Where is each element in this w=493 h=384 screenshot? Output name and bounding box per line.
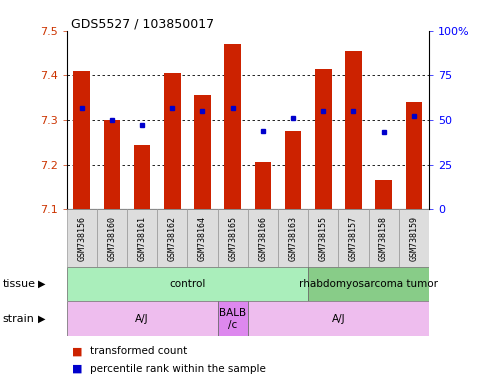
Bar bbox=[157, 209, 187, 267]
Text: GSM738164: GSM738164 bbox=[198, 215, 207, 261]
Text: rhabdomyosarcoma tumor: rhabdomyosarcoma tumor bbox=[299, 279, 438, 289]
Text: GSM738161: GSM738161 bbox=[138, 215, 146, 261]
Text: A/J: A/J bbox=[331, 314, 345, 324]
Bar bbox=[104, 120, 120, 209]
Text: GSM738160: GSM738160 bbox=[107, 215, 116, 261]
Text: GSM738163: GSM738163 bbox=[288, 215, 298, 261]
Bar bbox=[254, 162, 271, 209]
Text: ■: ■ bbox=[71, 364, 82, 374]
Text: GSM738165: GSM738165 bbox=[228, 215, 237, 261]
Bar bbox=[67, 209, 97, 267]
Bar bbox=[308, 209, 338, 267]
Bar bbox=[67, 267, 308, 301]
Text: GSM738162: GSM738162 bbox=[168, 215, 177, 261]
Text: tissue: tissue bbox=[2, 279, 35, 289]
Bar bbox=[187, 209, 217, 267]
Bar bbox=[345, 51, 362, 209]
Bar bbox=[164, 73, 180, 209]
Text: control: control bbox=[169, 279, 206, 289]
Text: ▶: ▶ bbox=[38, 279, 46, 289]
Text: GSM738158: GSM738158 bbox=[379, 215, 388, 261]
Text: strain: strain bbox=[2, 314, 35, 324]
Bar bbox=[248, 301, 429, 336]
Bar bbox=[134, 144, 150, 209]
Text: GSM738157: GSM738157 bbox=[349, 215, 358, 261]
Bar bbox=[368, 209, 399, 267]
Bar bbox=[97, 209, 127, 267]
Bar bbox=[248, 209, 278, 267]
Bar bbox=[194, 96, 211, 209]
Text: ▶: ▶ bbox=[38, 314, 46, 324]
Text: GSM738155: GSM738155 bbox=[318, 215, 328, 261]
Bar bbox=[308, 267, 429, 301]
Text: GDS5527 / 103850017: GDS5527 / 103850017 bbox=[71, 17, 214, 30]
Text: transformed count: transformed count bbox=[90, 346, 187, 356]
Bar bbox=[338, 209, 369, 267]
Text: BALB
/c: BALB /c bbox=[219, 308, 246, 329]
Bar bbox=[73, 71, 90, 209]
Bar bbox=[67, 301, 217, 336]
Bar bbox=[127, 209, 157, 267]
Bar bbox=[285, 131, 301, 209]
Text: GSM738159: GSM738159 bbox=[409, 215, 419, 261]
Bar bbox=[406, 102, 422, 209]
Text: percentile rank within the sample: percentile rank within the sample bbox=[90, 364, 266, 374]
Bar bbox=[375, 180, 392, 209]
Bar bbox=[278, 209, 308, 267]
Text: A/J: A/J bbox=[135, 314, 149, 324]
Bar bbox=[399, 209, 429, 267]
Text: GSM738156: GSM738156 bbox=[77, 215, 86, 261]
Bar bbox=[315, 69, 331, 209]
Bar bbox=[217, 209, 247, 267]
Text: ■: ■ bbox=[71, 346, 82, 356]
Text: GSM738166: GSM738166 bbox=[258, 215, 267, 261]
Bar bbox=[217, 301, 247, 336]
Bar bbox=[224, 44, 241, 209]
